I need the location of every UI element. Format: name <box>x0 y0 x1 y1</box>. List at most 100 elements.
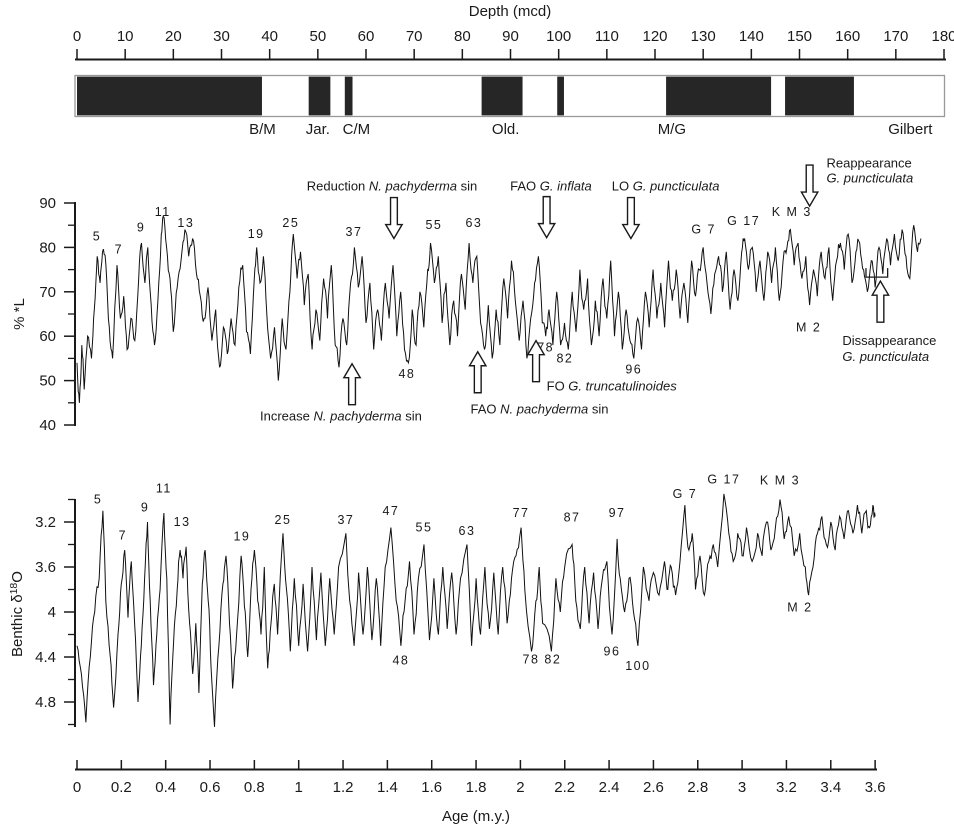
annotation-arrow-lo-g-puncticulata <box>621 196 641 240</box>
stage-label: 25 <box>275 513 292 527</box>
depth-tick-label: 120 <box>642 28 667 45</box>
stage-label: 63 <box>465 216 482 230</box>
y-tick-label: 90 <box>39 195 56 212</box>
stage-label: 47 <box>382 504 399 518</box>
age-tick-label: 0.4 <box>155 779 176 796</box>
age-tick-label: 2.4 <box>599 779 620 796</box>
depth-tick-label: 70 <box>406 28 423 45</box>
y-tick-label: 80 <box>39 239 56 256</box>
age-tick-label: 0.2 <box>111 779 132 796</box>
polarity-black-interval <box>344 76 353 116</box>
chron-label: M/G <box>658 121 686 138</box>
age-x-axis-label: Age (m.y.) <box>442 808 510 825</box>
depth-tick-label: 160 <box>835 28 860 45</box>
polarity-black-interval <box>785 76 854 116</box>
age-tick-label: 3 <box>738 779 746 796</box>
y-tick-label: 70 <box>39 284 56 301</box>
stage-label: M 2 <box>787 601 812 615</box>
depth-tick-label: 60 <box>358 28 375 45</box>
stage-label: 13 <box>174 515 191 529</box>
stage-label: 7 <box>119 529 127 543</box>
polarity-black-interval <box>557 76 564 116</box>
bracket-icon <box>865 268 889 278</box>
annotation-arrow-fo-g-truncatulinoides <box>526 339 546 383</box>
age-tick-label: 1.2 <box>333 779 354 796</box>
annotation-text-increase-n-pachyderma-sin: Increase N. pachyderma sin <box>260 409 422 424</box>
stage-label: 100 <box>625 659 650 673</box>
stage-label: 82 <box>556 351 573 365</box>
y-tick-label: 3.2 <box>35 514 56 531</box>
lightness-curve <box>76 214 922 403</box>
stage-label: 11 <box>156 481 172 495</box>
depth-tick-label: 170 <box>883 28 908 45</box>
stage-label: 37 <box>346 225 363 239</box>
y-tick-label: 40 <box>39 417 56 434</box>
polarity-black-interval <box>77 76 262 116</box>
age-tick-label: 3.4 <box>820 779 841 796</box>
stage-label: G 17 <box>727 214 760 228</box>
stage-label: 19 <box>248 227 265 241</box>
annotation-text-dissappearance-g-puncticulata: Dissappearance <box>842 333 936 348</box>
polarity-bar: B/M Jar. C/M Old. M/G Gilbert <box>74 74 946 138</box>
y-tick-label: 4.8 <box>35 694 56 711</box>
stage-label: K M 3 <box>760 473 800 487</box>
depth-tick-label: 90 <box>502 28 519 45</box>
annotation-text-lo-g-puncticulata: LO G. puncticulata <box>612 179 720 194</box>
depth-tick-label: 30 <box>213 28 230 45</box>
depth-tick-label: 10 <box>117 28 134 45</box>
y-tick-label: 4.4 <box>35 649 56 666</box>
stage-label: 48 <box>392 653 409 667</box>
polarity-black-interval <box>666 76 772 116</box>
stage-label: G 7 <box>673 487 698 501</box>
stage-label: 96 <box>625 363 642 377</box>
y-tick-label: 60 <box>39 328 56 345</box>
depth-tick-label: 110 <box>595 28 619 45</box>
age-tick-label: 0.8 <box>244 779 265 796</box>
age-tick-label: 3.6 <box>865 779 886 796</box>
stage-label: 25 <box>282 216 299 230</box>
annotation-arrow-increase-n-pachyderma-sin <box>342 362 362 406</box>
chron-label: Gilbert <box>888 121 933 138</box>
annotation-arrow-fao-g-inflata <box>537 195 557 240</box>
chron-label: Jar. <box>306 121 330 138</box>
chron-label: B/M <box>249 121 276 138</box>
y-tick-label: 50 <box>39 373 56 390</box>
annotation-arrow-reduction-n-pachyderma-sin <box>384 196 404 240</box>
age-tick-label: 0 <box>73 779 81 796</box>
chron-label: C/M <box>343 121 371 138</box>
annotation-text-dissappearance-g-puncticulata: G. puncticulata <box>842 349 929 364</box>
stage-label: 11 <box>155 205 171 219</box>
stage-label: 19 <box>233 530 250 544</box>
lightness-y-axis-label: % *L <box>11 298 28 330</box>
depth-axis-title: Depth (mcd) <box>469 3 552 20</box>
depth-tick-label: 130 <box>691 28 716 45</box>
y-tick-label: 4 <box>48 604 56 621</box>
age-tick-label: 1.6 <box>421 779 442 796</box>
annotation-text-reduction-n-pachyderma-sin: Reduction N. pachyderma sin <box>307 179 478 194</box>
stage-label: 9 <box>137 220 145 234</box>
polarity-black-interval <box>308 76 331 116</box>
annotation-arrow-fao-n-pachyderma-sin <box>468 350 488 394</box>
annotation-arrow-dissappearance-g-puncticulata <box>871 279 890 323</box>
depth-tick-label: 0 <box>73 28 81 45</box>
stage-label: 5 <box>94 493 102 507</box>
y-tick-label: 3.6 <box>35 559 56 576</box>
stage-label: 37 <box>337 513 354 527</box>
depth-axis: 0 10 20 30 40 50 60 70 80 90 100 110 120 130 140 150 160… <box>73 28 954 61</box>
age-tick-label: 1 <box>295 779 303 796</box>
stage-label: 9 <box>141 500 149 514</box>
stage-label: 78 82 <box>523 652 562 666</box>
stage-label: 5 <box>93 229 101 243</box>
depth-tick-label: 100 <box>546 28 571 45</box>
stage-label: 77 <box>513 506 530 520</box>
depth-tick-label: 80 <box>454 28 471 45</box>
annotation-text-reappearance-g-puncticulata: Reappearance <box>826 155 911 170</box>
age-tick-label: 2.2 <box>554 779 575 796</box>
annotation-arrow-reappearance-g-puncticulata <box>800 164 820 208</box>
age-tick-label: 1.8 <box>466 779 487 796</box>
benthic-curve <box>76 493 876 727</box>
annotation-text-reappearance-g-puncticulata: G. puncticulata <box>826 171 913 186</box>
